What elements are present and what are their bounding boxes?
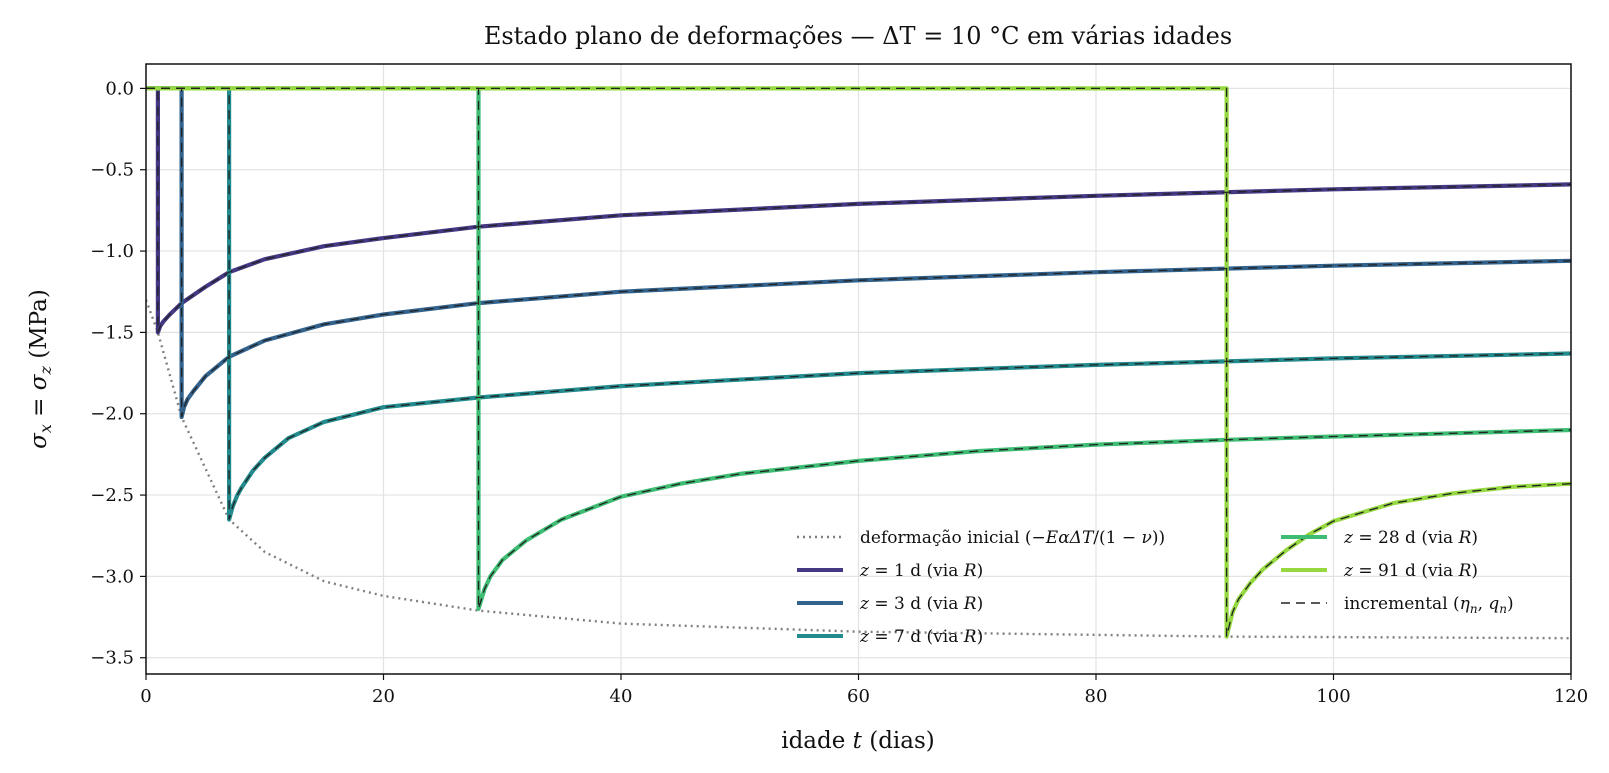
x-tick-label: 80	[1085, 686, 1108, 707]
plot-area	[146, 86, 1571, 640]
legend-label-initial: deformação inicial (−EαΔT/(1 − ν))	[860, 528, 1165, 548]
incremental-line-z3	[146, 87, 1571, 418]
y-tick-label: −0.5	[90, 160, 134, 181]
series-line-z91	[146, 86, 1571, 639]
legend-label-z1: z = 1 d (via R)	[859, 561, 983, 581]
x-tick-label: 60	[847, 686, 870, 707]
legend-label-z3: z = 3 d (via R)	[859, 594, 983, 614]
x-tick-label: 120	[1554, 686, 1588, 707]
y-tick-label: −1.5	[90, 322, 134, 343]
incremental-line-z7	[146, 87, 1571, 520]
y-axis-label: σx = σz (MPa)	[26, 289, 55, 449]
initial-stress-curve	[146, 299, 1571, 640]
chart-title: Estado plano de deformações — ΔT = 10 °C…	[484, 22, 1232, 50]
plot-frame	[145, 63, 1572, 675]
incremental-group	[146, 87, 1571, 637]
legend-label-z28: z = 28 d (via R)	[1343, 528, 1478, 548]
axis-ticks: 0 20 40 60 80 100 120 0.0 −0.5 −1.0 −1.5 −2.0 −2.5 −3…	[90, 78, 1588, 707]
gridlines	[145, 64, 1572, 674]
y-tick-label: 0.0	[105, 78, 134, 99]
y-tick-label: −2.0	[90, 404, 134, 425]
x-tick-label: 20	[372, 686, 395, 707]
x-tick-label: 0	[140, 686, 151, 707]
x-tick-label: 40	[610, 686, 633, 707]
incremental-line-z1	[146, 87, 1571, 333]
legend-label-z7: z = 7 d (via R)	[859, 627, 983, 647]
incremental-line-z28	[146, 87, 1571, 610]
legend: deformação inicial (−EαΔT/(1 − ν)) z = 1…	[797, 528, 1514, 647]
x-tick-label: 100	[1316, 686, 1350, 707]
y-tick-label: −1.0	[90, 241, 134, 262]
y-tick-label: −3.0	[90, 566, 134, 587]
y-tick-label: −2.5	[90, 485, 134, 506]
x-axis-label: idade t (dias)	[781, 728, 935, 754]
legend-label-z91: z = 91 d (via R)	[1343, 561, 1478, 581]
y-tick-label: −3.5	[90, 648, 134, 669]
legend-label-incremental: incremental (ηn, qn)	[1344, 594, 1514, 616]
